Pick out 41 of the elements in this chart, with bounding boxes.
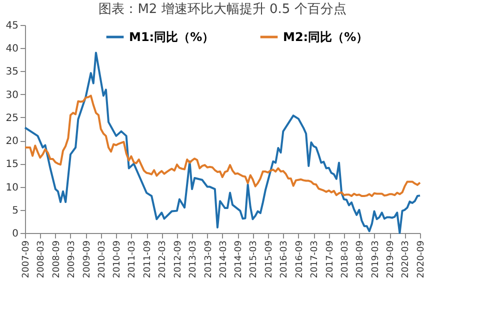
x-tick-label: 2010-09 (112, 240, 123, 278)
y-tick-label: 40 (6, 44, 18, 55)
x-tick-label: 2018-09 (356, 240, 366, 278)
x-tick-label: 2009-03 (66, 240, 77, 278)
line-series (24, 94, 421, 198)
y-tick-label: 45 (6, 20, 18, 32)
x-tick-label: 2019-09 (386, 240, 396, 278)
y-tick-label: 35 (6, 66, 18, 78)
legend-label: M2:同比（%） (283, 30, 368, 44)
y-tick-label: 20 (6, 136, 18, 148)
y-tick-label: 0 (12, 228, 18, 240)
x-tick-label: 2014-09 (234, 240, 244, 278)
x-tick-label: 2015-03 (249, 240, 260, 278)
x-tick-label: 2008-03 (36, 240, 47, 278)
x-tick-label: 2015-09 (264, 240, 275, 278)
x-tick-label: 2013-03 (188, 240, 199, 278)
x-tick-label: 2013-09 (204, 240, 214, 278)
x-tick-label: 2014-03 (218, 240, 229, 278)
x-tick-label: 2019-03 (370, 240, 381, 278)
legend-label: M1:同比（%） (129, 30, 214, 44)
x-tick-label: 2012-09 (173, 240, 184, 278)
x-tick-label: 2017-03 (310, 240, 320, 278)
y-tick-label: 5 (12, 205, 18, 216)
x-tick-label: 2010-03 (97, 240, 108, 278)
y-tick-label: 15 (6, 159, 18, 170)
x-tick-label: 2008-09 (52, 240, 62, 278)
y-tick-label: 10 (6, 182, 18, 194)
x-tick-label: 2017-09 (325, 240, 336, 278)
y-tick-label: 25 (6, 112, 18, 124)
x-tick-label: 2016-03 (280, 240, 290, 278)
x-tick-label: 2011-03 (128, 240, 138, 278)
x-tick-label: 2018-03 (340, 240, 350, 278)
x-tick-label: 2007-09 (22, 240, 32, 278)
y-tick-label: 30 (6, 90, 18, 101)
x-tick-label: 2012-03 (158, 240, 168, 278)
x-tick-label: 2016-09 (294, 240, 305, 278)
chart-title: 图表：M2 增速环比大幅提升 0.5 个百分点 (98, 2, 346, 17)
x-tick-label: 2011-09 (143, 240, 154, 278)
x-tick-label: 2009-09 (82, 240, 92, 278)
x-tick-label: 2020-03 (401, 240, 412, 278)
x-tick-label: 2020-09 (416, 240, 426, 278)
